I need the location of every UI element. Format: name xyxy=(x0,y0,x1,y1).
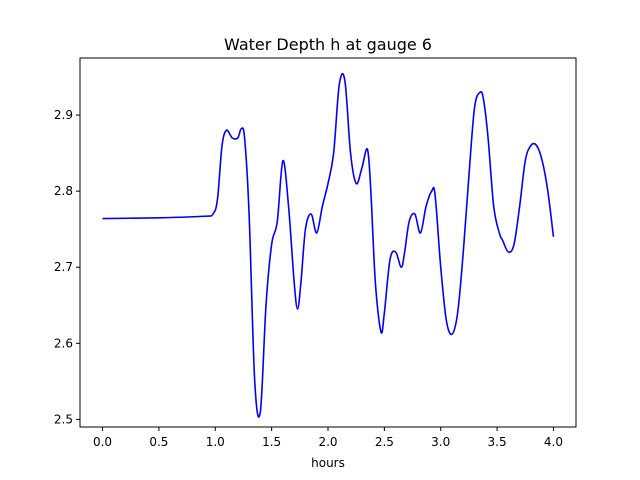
y-tick-label: 2.9 xyxy=(54,108,73,122)
y-tick-label: 2.7 xyxy=(54,260,73,274)
x-tick-label: 4.0 xyxy=(544,435,563,449)
y-tick-label: 2.5 xyxy=(54,412,73,426)
series-layer xyxy=(102,73,555,418)
x-tick-label: 0.0 xyxy=(93,435,112,449)
y-axis-ticks: 2.5 2.6 2.7 2.8 2.9 xyxy=(54,108,80,426)
x-tick-label: 2.5 xyxy=(375,435,394,449)
chart-title: Water Depth h at gauge 6 xyxy=(224,35,432,54)
x-tick-label: 3.0 xyxy=(431,435,450,449)
x-axis-ticks: 0.0 0.5 1.0 1.5 2.0 2.5 3.0 3.5 4.0 xyxy=(93,427,563,449)
x-tick-label: 1.5 xyxy=(262,435,281,449)
x-tick-label: 3.5 xyxy=(488,435,507,449)
x-tick-label: 2.0 xyxy=(318,435,337,449)
series-line xyxy=(102,73,555,418)
x-tick-label: 1.0 xyxy=(206,435,225,449)
plot-frame xyxy=(79,57,577,428)
y-tick-label: 2.6 xyxy=(54,336,73,350)
y-tick-label: 2.8 xyxy=(54,184,73,198)
x-tick-label: 0.5 xyxy=(149,435,168,449)
x-axis-label: hours xyxy=(311,456,345,470)
